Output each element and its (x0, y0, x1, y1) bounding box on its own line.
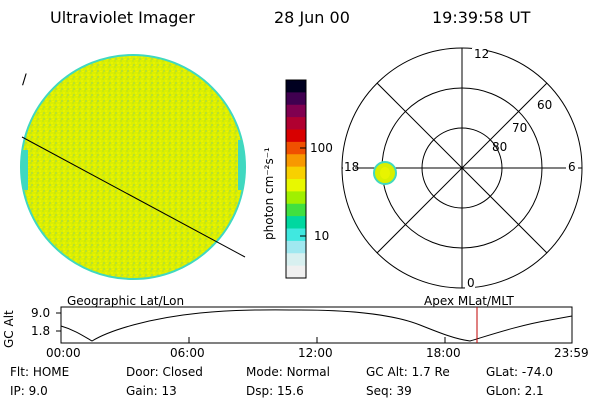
status-ip: IP: 9.0 (10, 384, 48, 398)
status-ip-label: IP: (10, 384, 25, 398)
timeline-xtick-0600: 06:00 (170, 346, 205, 360)
status-gain: Gain: 13 (126, 384, 177, 398)
status-glat-value: -74.0 (521, 365, 553, 379)
status-mode-label: Mode: (246, 365, 283, 379)
status-flt: Flt: HOME (10, 365, 69, 379)
status-mode: Mode: Normal (246, 365, 330, 379)
altitude-timeline (56, 306, 573, 344)
status-glat: GLat: -74.0 (486, 365, 553, 379)
status-seq-label: Seq: (366, 384, 393, 398)
timeline-xtick-1200: 12:00 (298, 346, 333, 360)
status-mode-value: Normal (286, 365, 330, 379)
colorbar-swatch (286, 228, 306, 242)
timeline-right-caption: Apex MLat/MLT (424, 294, 514, 308)
mlt-label-18: 18 (344, 160, 360, 174)
status-seq-value: 39 (396, 384, 412, 398)
status-seq: Seq: 39 (366, 384, 412, 398)
colorbar-swatch (286, 216, 306, 230)
colorbar-swatch (286, 154, 306, 168)
status-gcalt-value: 1.7 Re (411, 365, 450, 379)
colorbar-swatch (286, 191, 306, 205)
colorbar-swatch (286, 203, 306, 217)
status-flt-value: HOME (32, 365, 70, 379)
colorbar-swatch (286, 92, 306, 106)
image-slash-mark: / (22, 72, 27, 88)
aurora-spot (373, 161, 397, 185)
colorbar (286, 80, 306, 279)
status-flt-label: Flt: (10, 365, 29, 379)
status-door-value: Closed (162, 365, 203, 379)
mlt-label-12: 12 (474, 47, 490, 61)
colorbar-swatch (286, 141, 306, 155)
timeline-ytick-1-8: 1.8 (31, 324, 51, 338)
timeline-xtick-2359: 23:59 (554, 346, 589, 360)
lat-label-70: 70 (512, 121, 528, 135)
terminator-line (21, 136, 246, 258)
mlt-label-0: 0 (467, 276, 475, 290)
mlt-label-6: 6 (568, 160, 576, 174)
status-door-label: Door: (126, 365, 159, 379)
colorbar-swatch (286, 265, 306, 279)
timeline-xtick-1800: 18:00 (426, 346, 461, 360)
timeline-xtick-0000: 00:00 (46, 346, 81, 360)
colorbar-swatch (286, 117, 306, 131)
colorbar-swatch (286, 240, 306, 254)
image-date: 28 Jun 00 (274, 8, 350, 27)
polar-mlt-plot (341, 47, 583, 289)
status-gain-label: Gain: (126, 384, 158, 398)
status-glon-value: 2.1 (524, 384, 544, 398)
colorbar-swatch (286, 253, 306, 267)
timeline-axis-label: GC Alt (2, 310, 16, 348)
colorbar-swatch (286, 80, 306, 93)
colorbar-swatch (286, 166, 306, 180)
app-title: Ultraviolet Imager (50, 8, 195, 27)
colorbar-swatch (286, 129, 306, 143)
colorbar-swatch (286, 104, 306, 118)
colorbar-swatch (286, 179, 306, 192)
status-glon: GLon: 2.1 (486, 384, 544, 398)
status-glon-label: GLon: (486, 384, 521, 398)
status-gcalt: GC Alt: 1.7 Re (366, 365, 450, 379)
uv-image-disk (20, 54, 246, 280)
status-dsp-value: 15.6 (276, 384, 304, 398)
timeline-ytick-9: 9.0 (31, 306, 51, 320)
status-door: Door: Closed (126, 365, 203, 379)
lat-label-60: 60 (537, 98, 553, 112)
colorbar-tick-100: 100 (310, 141, 333, 155)
status-dsp: Dsp: 15.6 (246, 384, 304, 398)
image-time: 19:39:58 UT (432, 8, 531, 27)
status-glat-label: GLat: (486, 365, 519, 379)
status-gain-value: 13 (161, 384, 177, 398)
colorbar-tick-10: 10 (314, 229, 330, 243)
status-gcalt-label: GC Alt: (366, 365, 408, 379)
colorbar-unit-label: photon cm⁻²s⁻¹ (262, 147, 276, 240)
status-ip-value: 9.0 (28, 384, 48, 398)
timeline-left-caption: Geographic Lat/Lon (67, 294, 185, 308)
lat-label-80: 80 (492, 140, 508, 154)
status-dsp-label: Dsp: (246, 384, 274, 398)
